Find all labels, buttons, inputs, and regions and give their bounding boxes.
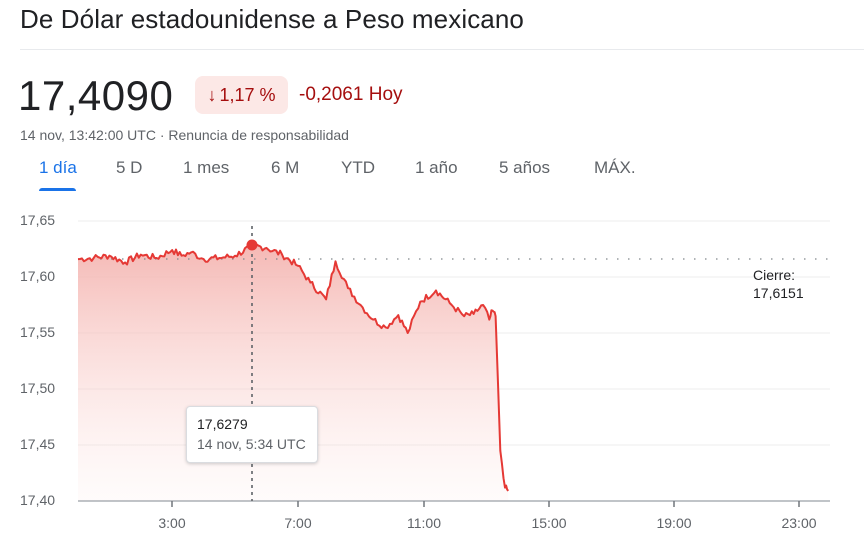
y-tick-label: 17,45 bbox=[20, 436, 56, 452]
x-tick-label: 19:00 bbox=[656, 515, 692, 531]
separator: · bbox=[155, 127, 169, 143]
previous-close-label: Cierre: 17,6151 bbox=[753, 266, 804, 302]
x-tick-label: 23:00 bbox=[781, 515, 817, 531]
tab-5-days[interactable]: 5 D bbox=[116, 158, 143, 177]
page-title: De Dólar estadounidense a Peso mexicano bbox=[20, 4, 524, 34]
tab-max[interactable]: MÁX. bbox=[594, 158, 636, 177]
y-tick-label: 17,40 bbox=[20, 492, 56, 508]
x-tick-label: 7:00 bbox=[284, 515, 312, 531]
timestamp-line: 14 nov, 13:42:00 UTC · Renuncia de respo… bbox=[20, 127, 349, 143]
price-area bbox=[78, 243, 509, 501]
change-percent: 1,17 % bbox=[219, 84, 276, 105]
y-tick-label: 17,60 bbox=[20, 268, 56, 284]
tab-ytd[interactable]: YTD bbox=[341, 158, 375, 177]
tooltip-time: 14 nov, 5:34 UTC bbox=[197, 436, 306, 452]
change-percent-badge: ↓ 1,17 % bbox=[195, 76, 288, 114]
timestamp: 14 nov, 13:42:00 UTC bbox=[20, 127, 156, 143]
tab-5-years[interactable]: 5 años bbox=[499, 158, 551, 177]
disclaimer-link[interactable]: Renuncia de responsabilidad bbox=[168, 127, 349, 143]
y-tick-label: 17,65 bbox=[20, 212, 56, 228]
tab-1-day[interactable]: 1 día bbox=[39, 158, 77, 177]
x-tick-label: 15:00 bbox=[531, 515, 567, 531]
y-tick-label: 17,50 bbox=[20, 380, 56, 396]
tab-1-month[interactable]: 1 mes bbox=[183, 158, 230, 177]
close-label-value: 17,6151 bbox=[753, 285, 804, 301]
change-absolute: -0,2061 Hoy bbox=[299, 84, 403, 105]
tab-1-year[interactable]: 1 año bbox=[415, 158, 458, 177]
y-tick-label: 17,55 bbox=[20, 324, 56, 340]
tab-6-months[interactable]: 6 M bbox=[271, 158, 300, 177]
header-divider bbox=[20, 49, 864, 50]
arrow-down-icon: ↓ bbox=[207, 84, 217, 105]
price-line bbox=[77, 242, 510, 492]
hover-point bbox=[246, 239, 258, 251]
close-label-title: Cierre: bbox=[753, 267, 796, 283]
x-tick-label: 11:00 bbox=[407, 515, 441, 531]
active-tab-indicator bbox=[39, 188, 76, 191]
x-tick-label: 3:00 bbox=[158, 515, 186, 531]
hover-tooltip: 17,6279 14 nov, 5:34 UTC bbox=[186, 406, 318, 463]
current-price: 17,4090 bbox=[18, 72, 174, 119]
x-ticks bbox=[171, 501, 800, 507]
tooltip-value: 17,6279 bbox=[197, 416, 248, 432]
